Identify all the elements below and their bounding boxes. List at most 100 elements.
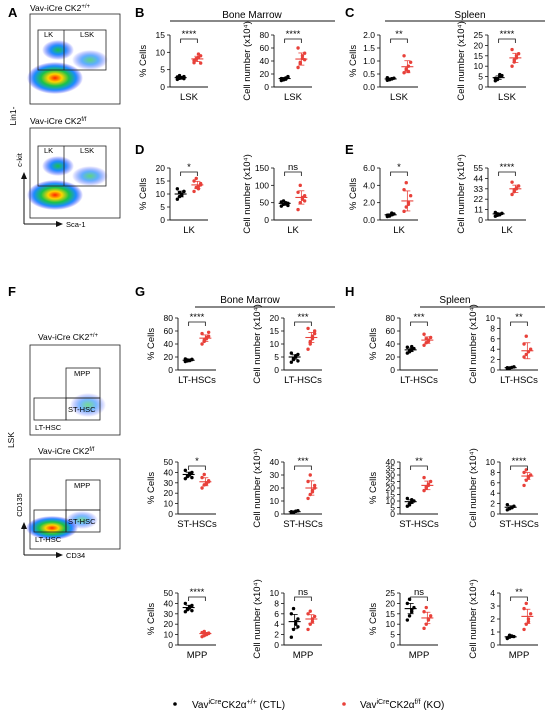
y-tick-label: 0 [264, 82, 269, 92]
y-tick-label: 25 [474, 30, 484, 40]
data-point-ko [296, 65, 300, 70]
x-axis-label: LSK [180, 92, 199, 103]
flow-f-side-lsk: LSK [6, 432, 16, 448]
y-tick-label: 10 [156, 189, 166, 199]
panel-label-e: E [345, 142, 354, 157]
y-axis-label: Cell number (x10⁴) [252, 304, 263, 384]
flow-panel-a: Vav-iCre CK2+/+ LK LSK Vav-iCre CK2f/f L… [8, 3, 121, 229]
y-axis-label: % Cells [146, 328, 157, 360]
y-tick-label: 20 [164, 488, 174, 498]
data-point-ko [404, 181, 408, 185]
flow-f-y-arrowhead [21, 522, 27, 529]
flow-f-bottom-title: Vav-iCre CK2f/f [38, 446, 95, 456]
x-axis-label: LT-HSCs [178, 375, 216, 386]
data-point-ctl [410, 344, 414, 349]
significance-bracket [498, 171, 516, 176]
x-axis-label: LSK [284, 92, 303, 103]
y-tick-label: 5 [160, 65, 165, 75]
y-tick-label: 25 [386, 477, 396, 487]
y-tick-label: 4 [490, 344, 495, 354]
significance-bracket [284, 171, 302, 176]
y-tick-label: 10 [486, 457, 496, 467]
y-tick-label: 15 [156, 176, 166, 186]
y-tick-label: 0.0 [363, 82, 375, 92]
significance-bracket [510, 596, 528, 601]
significance-bracket [294, 596, 312, 601]
panel-label-d: D [135, 142, 144, 157]
y-tick-label: 100 [255, 180, 269, 190]
significance-bracket [294, 321, 312, 326]
data-point-ko [510, 64, 514, 68]
y-tick-label: 0 [478, 215, 483, 225]
flow-f-y-axis: CD135 [15, 493, 24, 516]
significance-label: ** [515, 587, 523, 598]
significance-label: *** [297, 456, 308, 467]
data-point-ko [428, 335, 433, 340]
significance-label: ** [415, 456, 423, 467]
flow-blob [42, 40, 74, 60]
data-point-ko [428, 479, 433, 484]
significance-label: ** [395, 29, 403, 40]
x-axis-label: MPP [293, 650, 314, 661]
data-point-ko [308, 473, 312, 477]
significance-label: * [397, 162, 401, 173]
header-spleen-h: Spleen [439, 295, 470, 306]
y-tick-label: 0 [490, 365, 495, 375]
data-point-ctl [183, 468, 188, 473]
data-point-ctl [498, 72, 502, 77]
x-axis-label: LK [183, 225, 195, 236]
data-point-ko [510, 180, 514, 184]
data-point-ko [306, 326, 310, 331]
y-tick-label: 0 [168, 365, 173, 375]
data-point-ko [306, 496, 310, 501]
data-point-ctl [296, 625, 300, 629]
flow-blob [27, 62, 83, 94]
flow-a-y-axis-lin: Lin1- [8, 106, 18, 125]
significance-bracket [188, 596, 206, 601]
data-point-ko [428, 614, 433, 618]
significance-label: *** [297, 312, 308, 323]
panel-label-c: C [345, 5, 355, 20]
y-tick-label: 0 [490, 640, 495, 650]
flow-a-gate-lsk: LSK [80, 30, 94, 39]
data-point-ko [402, 209, 406, 214]
flow-blob [72, 166, 108, 186]
significance-bracket [498, 38, 516, 43]
significance-label: **** [190, 587, 205, 598]
y-axis-label: Cell number (x10⁴) [468, 304, 479, 384]
data-point-ko [308, 609, 312, 613]
y-tick-label: 8 [274, 598, 279, 608]
y-tick-label: 0 [390, 365, 395, 375]
y-tick-label: 10 [156, 47, 166, 57]
flow-blob [66, 511, 98, 529]
significance-label: * [195, 456, 199, 467]
chart-h6: 0 1 2 3 4 Cell number (x10⁴) MPP ** [468, 579, 538, 661]
chart-g1: 0 20 40 60 80 % Cells LT-HSCs **** [146, 312, 216, 386]
y-tick-label: 4 [274, 619, 279, 629]
data-point-ko [522, 355, 526, 359]
legend: VaviCreCK2α+/+ (CTL) VaviCreCK2αf/f (KO) [173, 699, 444, 711]
y-tick-label: 80 [164, 313, 174, 323]
x-axis-label: ST-HSCs [283, 519, 323, 530]
data-point-ctl [405, 496, 410, 501]
y-tick-label: 0 [274, 509, 279, 519]
data-point-ko [510, 192, 514, 197]
data-point-ctl [405, 601, 410, 606]
data-point-ctl [296, 359, 300, 363]
flow-f-gate-lt [33, 397, 67, 421]
y-tick-label: 1.0 [363, 56, 375, 66]
data-point-ctl [407, 614, 412, 618]
y-tick-label: 2 [490, 355, 495, 365]
chart-b2: 0 20 40 60 80 Cell number (x10⁴) LSK **** [242, 21, 312, 103]
y-tick-label: 0.0 [363, 215, 375, 225]
significance-label: **** [182, 29, 197, 40]
flow-a-gate-box [37, 29, 107, 71]
data-point-ctl [182, 189, 186, 194]
y-tick-label: 0 [274, 365, 279, 375]
data-point-ko [192, 189, 196, 194]
significance-label: ns [414, 587, 424, 598]
significance-label: **** [286, 29, 301, 40]
y-axis-label: % Cells [348, 45, 359, 77]
